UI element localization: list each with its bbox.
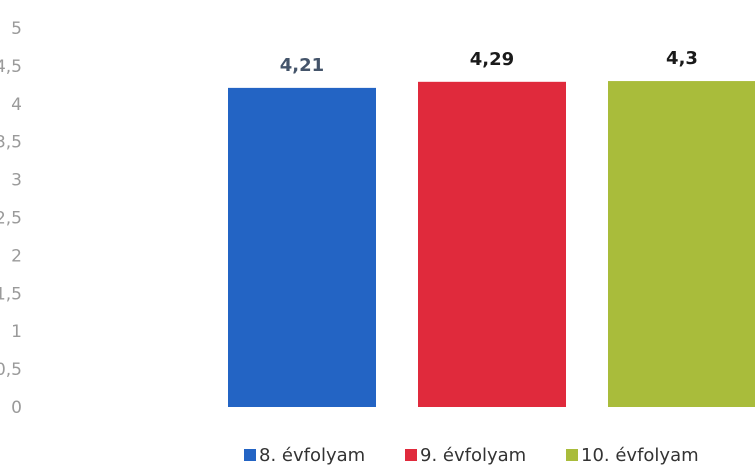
y-tick-label: 4,5 (0, 57, 22, 77)
bar-3 (608, 81, 755, 407)
y-tick-label: 2,5 (0, 209, 22, 229)
bars (228, 81, 755, 408)
legend-swatch (244, 449, 256, 461)
legend-swatch (405, 449, 417, 461)
legend-label: 10. évfolyam (581, 445, 699, 466)
data-labels: 4,21 4,29 4,3 (280, 48, 698, 76)
bar-2 (418, 81, 566, 408)
bar-1 (228, 87, 376, 407)
y-tick-label: 4 (11, 95, 22, 115)
legend: 8. évfolyam 9. évfolyam 10. évfolyam (244, 445, 699, 466)
data-label: 4,3 (666, 48, 698, 69)
y-tick-label: 1 (11, 322, 22, 342)
y-tick-label: 0 (11, 398, 22, 418)
y-tick-label: 3,5 (0, 133, 22, 153)
legend-swatch (566, 449, 578, 461)
legend-label: 8. évfolyam (259, 445, 365, 466)
y-tick-label: 0,5 (0, 360, 22, 380)
y-tick-label: 1,5 (0, 284, 22, 304)
data-label: 4,21 (280, 55, 324, 76)
data-label: 4,29 (470, 49, 514, 70)
y-axis: 0 0,5 1 1,5 2 2,5 3 3,5 4 4,5 5 (0, 19, 22, 418)
y-tick-label: 3 (11, 171, 22, 191)
y-tick-label: 5 (11, 19, 22, 39)
y-tick-label: 2 (11, 246, 22, 266)
legend-label: 9. évfolyam (420, 445, 526, 466)
